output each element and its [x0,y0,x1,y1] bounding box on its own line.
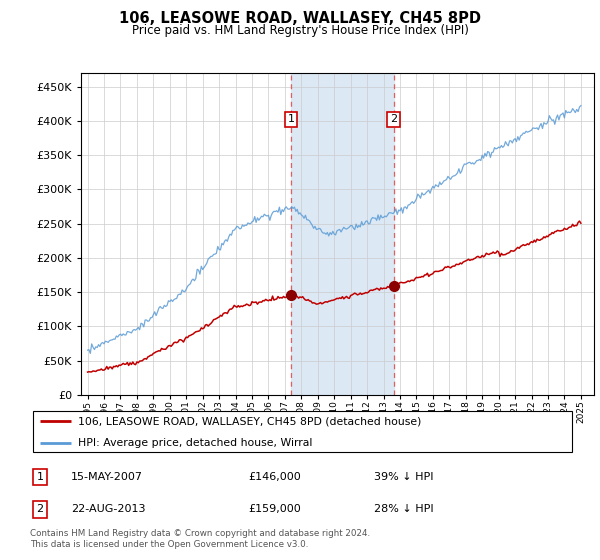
Text: Price paid vs. HM Land Registry's House Price Index (HPI): Price paid vs. HM Land Registry's House … [131,24,469,36]
Text: 1: 1 [287,114,295,124]
Text: £146,000: £146,000 [248,472,301,482]
Bar [291,73,394,395]
Text: 2: 2 [37,505,44,515]
Text: HPI: Average price, detached house, Wirral: HPI: Average price, detached house, Wirr… [78,438,313,448]
Text: 28% ↓ HPI: 28% ↓ HPI [374,505,434,515]
Text: Contains HM Land Registry data © Crown copyright and database right 2024.
This d: Contains HM Land Registry data © Crown c… [30,529,370,549]
Text: 1: 1 [37,472,44,482]
Text: 106, LEASOWE ROAD, WALLASEY, CH45 8PD: 106, LEASOWE ROAD, WALLASEY, CH45 8PD [119,11,481,26]
Text: 106, LEASOWE ROAD, WALLASEY, CH45 8PD (detached house): 106, LEASOWE ROAD, WALLASEY, CH45 8PD (d… [78,416,421,426]
Text: 39% ↓ HPI: 39% ↓ HPI [374,472,433,482]
Text: 22-AUG-2013: 22-AUG-2013 [71,505,145,515]
Text: £159,000: £159,000 [248,505,301,515]
Text: 15-MAY-2007: 15-MAY-2007 [71,472,143,482]
FancyBboxPatch shape [33,411,572,452]
Text: 2: 2 [390,114,397,124]
